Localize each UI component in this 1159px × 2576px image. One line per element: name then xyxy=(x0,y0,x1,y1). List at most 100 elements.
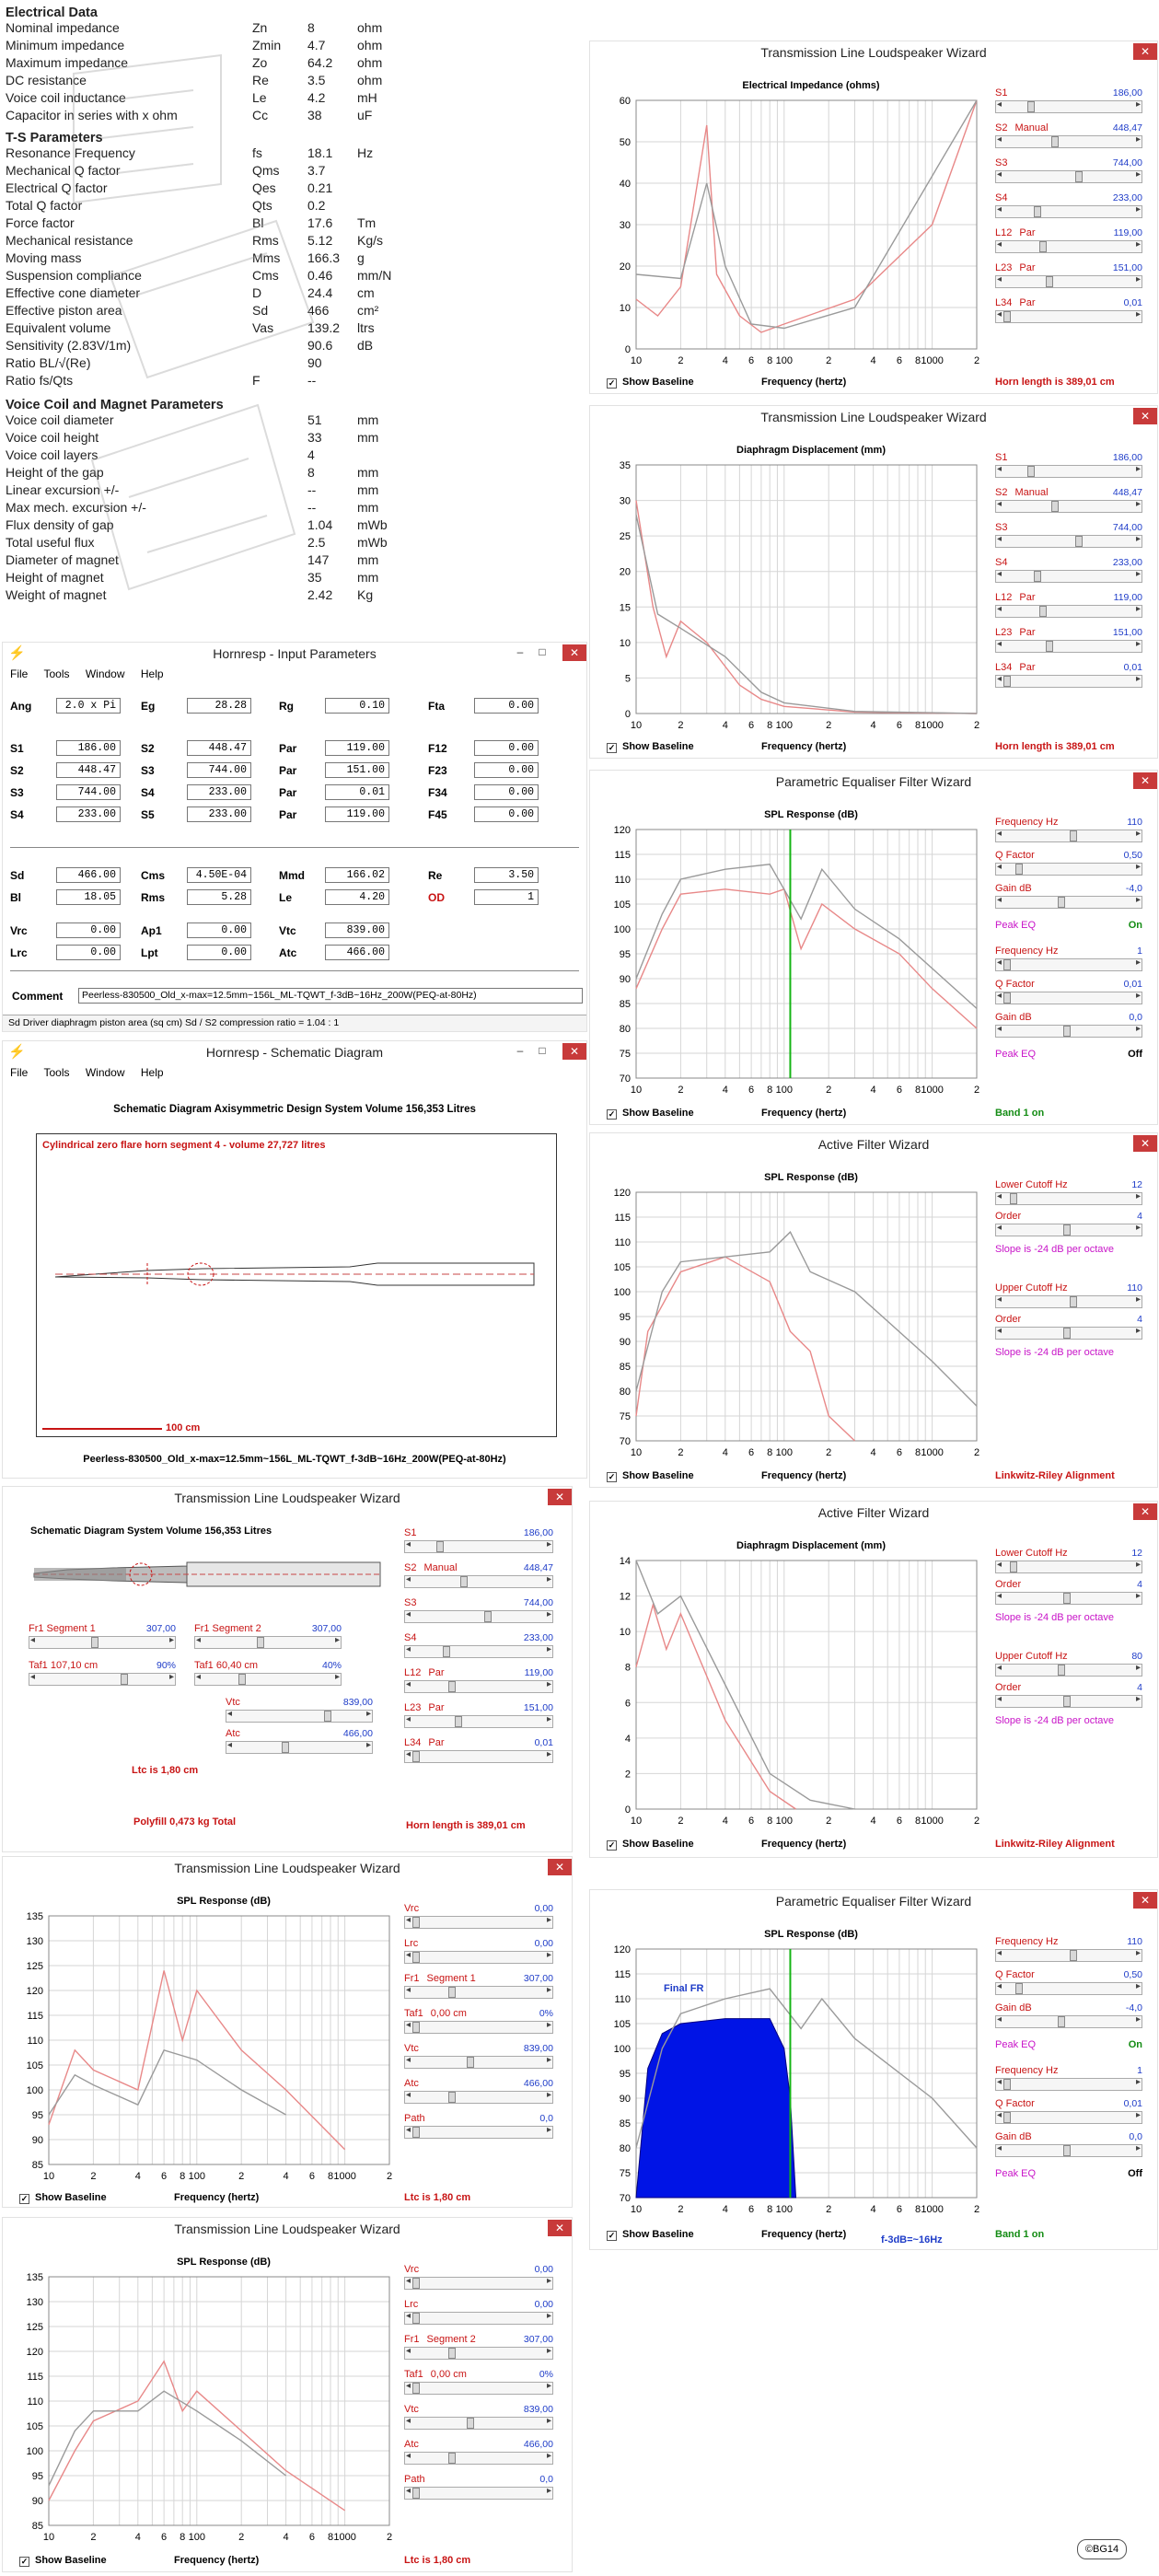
param-field[interactable]: 0.00 xyxy=(474,806,539,822)
param-field[interactable]: 744.00 xyxy=(187,762,251,778)
slider-track[interactable] xyxy=(995,1981,1142,1995)
slider-track[interactable] xyxy=(995,1223,1142,1236)
slider-control[interactable]: S3 744,00 xyxy=(404,1597,553,1625)
menu-tools[interactable]: Tools xyxy=(43,1066,70,1079)
slider-thumb[interactable] xyxy=(412,2022,420,2033)
slider-thumb[interactable] xyxy=(1063,2145,1071,2156)
slider-track[interactable] xyxy=(995,239,1142,253)
slider-track[interactable] xyxy=(995,569,1142,583)
slider-control[interactable]: S1 186,00 xyxy=(404,1527,553,1555)
slider-thumb[interactable] xyxy=(1057,897,1065,908)
slider-track[interactable] xyxy=(995,957,1142,971)
slider-control[interactable]: Gain dB -4,0 xyxy=(995,2002,1142,2030)
checkbox[interactable]: ✓ xyxy=(607,1472,617,1482)
slider-control[interactable]: S4 233,00 xyxy=(995,192,1142,220)
slider-thumb[interactable] xyxy=(448,2092,456,2103)
slider-track[interactable] xyxy=(404,2381,553,2395)
slider-control[interactable]: Vrc 0,00 xyxy=(404,2264,553,2292)
close-button[interactable]: ✕ xyxy=(562,1043,586,1060)
close-button[interactable]: ✕ xyxy=(1133,43,1157,60)
slider-track[interactable] xyxy=(995,2110,1142,2124)
slider-track[interactable] xyxy=(995,1663,1142,1677)
slider-track[interactable] xyxy=(995,1191,1142,1205)
slider-thumb[interactable] xyxy=(1063,1224,1071,1236)
slider-control[interactable]: Upper Cutoff Hz 80 xyxy=(995,1651,1142,1678)
menu-help[interactable]: Help xyxy=(140,667,164,680)
slider-thumb[interactable] xyxy=(1015,1983,1023,1994)
slider-track[interactable] xyxy=(995,2014,1142,2028)
slider-track[interactable] xyxy=(404,1714,553,1728)
slider-track[interactable] xyxy=(404,2486,553,2500)
slider-control[interactable]: Frequency Hz 1 xyxy=(995,946,1142,973)
slider-track[interactable] xyxy=(995,1591,1142,1605)
slider-thumb[interactable] xyxy=(1069,1296,1077,1307)
param-field[interactable]: 28.28 xyxy=(187,698,251,714)
param-field[interactable]: 3.50 xyxy=(474,867,539,883)
slider-thumb[interactable] xyxy=(466,2057,474,2068)
close-button[interactable]: ✕ xyxy=(1133,772,1157,789)
slider-control[interactable]: Q Factor 0,50 xyxy=(995,850,1142,877)
checkbox[interactable]: ✓ xyxy=(19,2557,29,2567)
slider-thumb[interactable] xyxy=(282,1742,289,1753)
param-field[interactable]: 0.00 xyxy=(187,945,251,960)
slider-thumb[interactable] xyxy=(412,2488,420,2499)
slider-track[interactable] xyxy=(995,1948,1142,1962)
slider-track[interactable] xyxy=(995,895,1142,909)
slider-control[interactable]: Fr1 Segment 1 307,00 xyxy=(404,1973,553,2001)
slider-control[interactable]: Vrc 0,00 xyxy=(404,1903,553,1931)
slider-thumb[interactable] xyxy=(1033,206,1041,217)
slider-control[interactable]: Atc 466,00 xyxy=(404,2439,553,2466)
show-baseline-toggle[interactable]: ✓ Show Baseline xyxy=(607,741,694,753)
slider-control[interactable]: Upper Cutoff Hz 110 xyxy=(995,1282,1142,1310)
slider-thumb[interactable] xyxy=(323,1711,331,1722)
slider-control[interactable]: L23 Par 151,00 xyxy=(404,1702,553,1730)
slider-track[interactable] xyxy=(404,2090,553,2104)
param-field[interactable]: 0.00 xyxy=(56,922,121,938)
slider-track[interactable] xyxy=(226,1709,373,1723)
slider-track[interactable] xyxy=(995,2077,1142,2091)
slider-thumb[interactable] xyxy=(1063,1328,1071,1339)
slider-control[interactable]: Order 4 xyxy=(995,1314,1142,1341)
checkbox[interactable]: ✓ xyxy=(607,1109,617,1120)
slider-control[interactable]: Q Factor 0,01 xyxy=(995,979,1142,1006)
slider-control[interactable]: Taf1 60,40 cm 40% xyxy=(194,1660,342,1688)
param-field[interactable]: 0.01 xyxy=(325,784,389,800)
minimize-button[interactable]: – xyxy=(516,1044,524,1057)
param-field[interactable]: 2.0 x Pi xyxy=(56,698,121,714)
slider-thumb[interactable] xyxy=(256,1637,264,1648)
slider-track[interactable] xyxy=(995,274,1142,288)
slider-thumb[interactable] xyxy=(1051,136,1059,147)
slider-track[interactable] xyxy=(995,604,1142,618)
slider-control[interactable]: Taf1 0,00 cm 0% xyxy=(404,2369,553,2396)
slider-thumb[interactable] xyxy=(121,1674,128,1685)
slider-control[interactable]: Atc 466,00 xyxy=(404,2078,553,2106)
slider-thumb[interactable] xyxy=(1003,2112,1011,2123)
menu-help[interactable]: Help xyxy=(140,1066,164,1079)
close-button[interactable]: ✕ xyxy=(548,1489,572,1505)
slider-control[interactable]: Fr1 Segment 2 307,00 xyxy=(194,1623,342,1651)
slider-control[interactable]: Atc 466,00 xyxy=(226,1728,373,1756)
checkbox[interactable]: ✓ xyxy=(607,743,617,753)
slider-thumb[interactable] xyxy=(1063,1696,1071,1707)
slider-control[interactable]: L12 Par 119,00 xyxy=(404,1667,553,1695)
menu-window[interactable]: Window xyxy=(85,667,125,680)
slider-thumb[interactable] xyxy=(1069,1950,1077,1961)
close-button[interactable]: ✕ xyxy=(1133,408,1157,424)
checkbox[interactable]: ✓ xyxy=(607,1840,617,1851)
minimize-button[interactable]: – xyxy=(516,645,524,658)
slider-control[interactable]: Fr1 Segment 1 307,00 xyxy=(29,1623,176,1651)
slider-track[interactable] xyxy=(995,499,1142,513)
comment-field[interactable]: Peerless-830500_Old_x-max=12.5mm~156L_ML… xyxy=(78,988,583,1004)
slider-track[interactable] xyxy=(995,674,1142,688)
slider-control[interactable]: S4 233,00 xyxy=(995,557,1142,585)
slider-track[interactable] xyxy=(995,639,1142,653)
slider-track[interactable] xyxy=(995,991,1142,1004)
slider-control[interactable]: S1 186,00 xyxy=(995,87,1142,115)
slider-thumb[interactable] xyxy=(1003,992,1011,1004)
slider-control[interactable]: Lower Cutoff Hz 12 xyxy=(995,1548,1142,1575)
slider-thumb[interactable] xyxy=(1057,2016,1065,2027)
slider-thumb[interactable] xyxy=(1003,959,1011,970)
checkbox[interactable]: ✓ xyxy=(607,2231,617,2241)
slider-control[interactable]: L23 Par 151,00 xyxy=(995,627,1142,655)
param-field[interactable]: 5.28 xyxy=(187,889,251,905)
